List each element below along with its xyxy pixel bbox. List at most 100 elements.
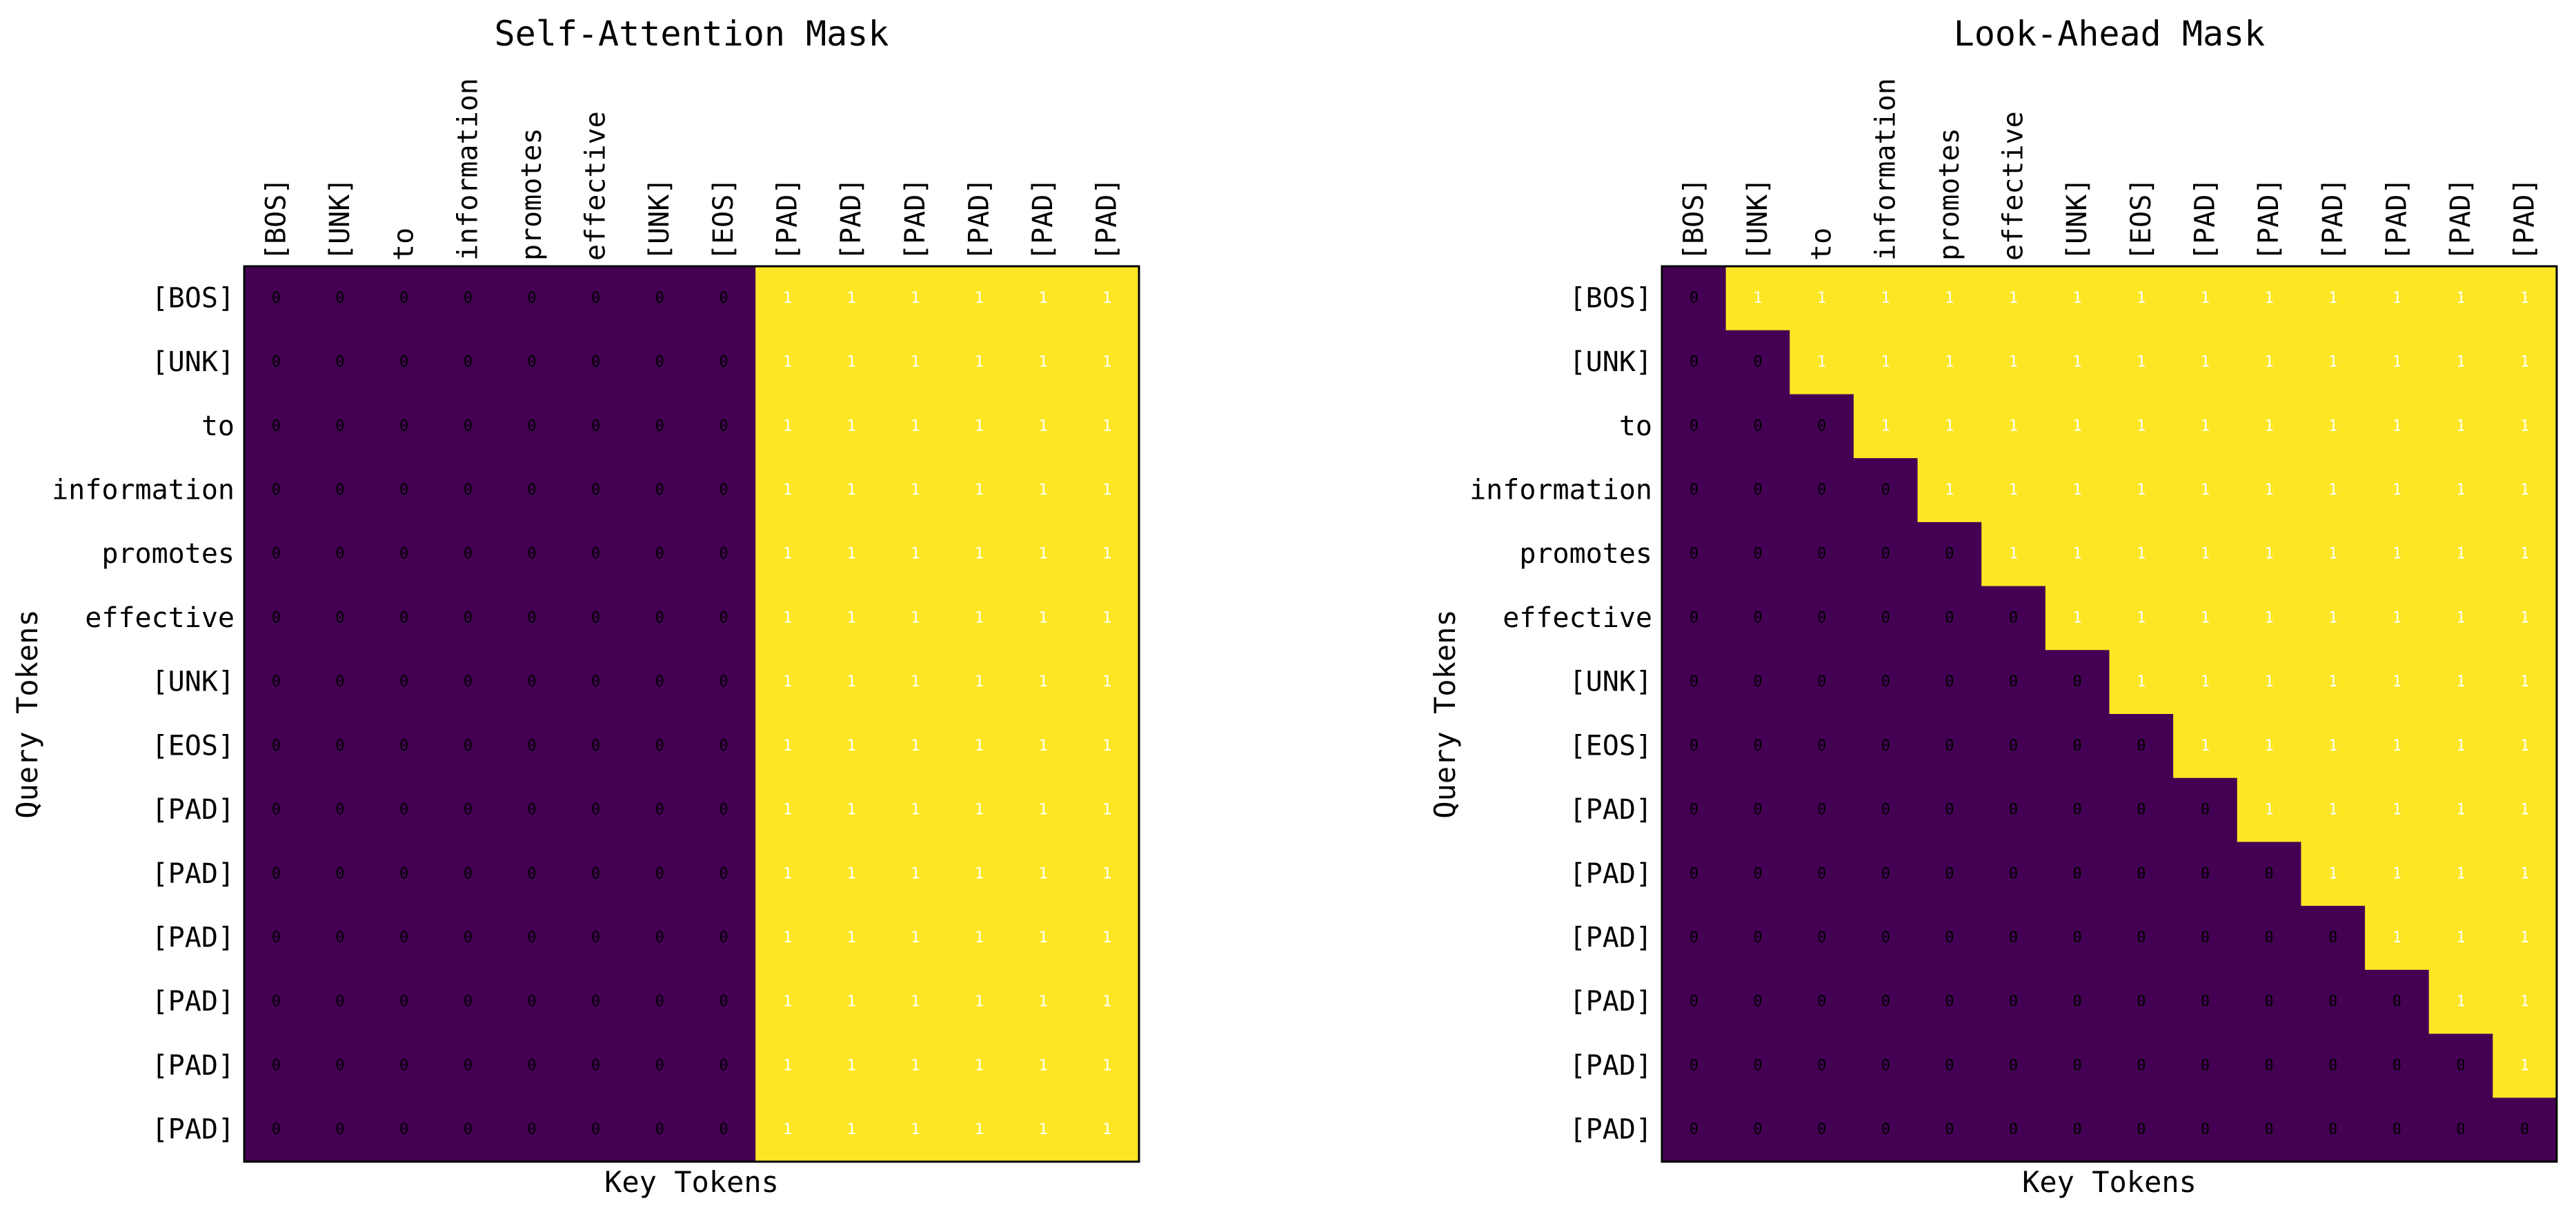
cell-value-label: 0 (719, 993, 728, 1011)
heatmap-cell (1075, 586, 1140, 651)
heatmap-cell (1853, 969, 1919, 1035)
heatmap-cell (2428, 969, 2493, 1035)
cell-value-label: 1 (2328, 417, 2337, 435)
x-tick-label: [PAD] (963, 178, 995, 261)
heatmap-cell (2428, 586, 2493, 651)
cell-value-label: 1 (911, 354, 920, 371)
heatmap-cell (2109, 458, 2174, 523)
cell-value-label: 0 (2264, 993, 2273, 1011)
heatmap-cell (499, 650, 564, 715)
cell-value-label: 1 (975, 802, 984, 819)
cell-value-label: 0 (719, 1057, 728, 1074)
heatmap-cell (1853, 1098, 1919, 1162)
cell-value-label: 1 (2073, 290, 2082, 307)
cell-value-label: 1 (1881, 417, 1890, 435)
cell-value-label: 0 (1690, 354, 1698, 371)
heatmap-cell (755, 969, 820, 1035)
heatmap-cell (1917, 522, 1982, 587)
heatmap-cell (2301, 650, 2366, 715)
cell-value-label: 1 (783, 482, 792, 499)
heatmap-cell (2301, 266, 2366, 331)
cell-value-label: 1 (1038, 354, 1047, 371)
y-tick-label: [PAD] (152, 986, 235, 1018)
heatmap-cell (2173, 777, 2238, 843)
cell-value-label: 0 (464, 993, 473, 1011)
heatmap-cell (2173, 906, 2238, 971)
cell-value-label: 0 (2009, 929, 2018, 946)
heatmap-cell (244, 330, 309, 395)
cell-value-label: 1 (846, 546, 855, 563)
cell-value-label: 1 (911, 673, 920, 691)
cell-value-label: 0 (2137, 865, 2146, 882)
cell-value-label: 0 (464, 1057, 473, 1074)
heatmap-cell (691, 1033, 756, 1098)
heatmap-cell (1853, 777, 1919, 843)
cell-value-label: 0 (464, 354, 473, 371)
heatmap-cell (308, 650, 373, 715)
x-tick-labels: [BOS] [UNK] to information promotes effective… (1678, 78, 2540, 261)
cell-value-label: 1 (2264, 482, 2273, 499)
heatmap-cell (1662, 330, 1727, 395)
cell-value-label: 0 (1753, 929, 1762, 946)
heatmap-cell (2365, 906, 2430, 971)
y-tick-label: [BOS] (152, 282, 235, 314)
heatmap-cell (2428, 1098, 2493, 1162)
heatmap-cell (1981, 969, 2046, 1035)
cell-value-label: 0 (2073, 802, 2082, 819)
heatmap-cell (372, 330, 437, 395)
heatmap-cell (244, 777, 309, 843)
cell-value-label: 0 (335, 929, 344, 946)
cell-value-label: 0 (399, 865, 408, 882)
heatmap-cell (819, 777, 884, 843)
heatmap-cell (435, 330, 501, 395)
heatmap-cell (2237, 394, 2302, 459)
heatmap-cell (947, 650, 1012, 715)
cell-value-label: 0 (591, 290, 600, 307)
cell-value-label: 1 (975, 1121, 984, 1138)
heatmap-cell (2109, 969, 2174, 1035)
cell-value-label: 1 (2456, 417, 2465, 435)
heatmap-cell (2109, 1098, 2174, 1162)
heatmap-cell (1917, 714, 1982, 779)
cell-value-label: 1 (2328, 673, 2337, 691)
cell-value-label: 0 (2520, 1121, 2529, 1138)
cell-value-label: 0 (1945, 546, 1954, 563)
heatmap-cell (627, 1098, 693, 1162)
heatmap-cell (2365, 266, 2430, 331)
heatmap-cell (2493, 394, 2557, 459)
cell-value-label: 1 (2073, 354, 2082, 371)
heatmap-cell (2109, 330, 2174, 395)
cell-value-label: 0 (2137, 1057, 2146, 1074)
heatmap-cell (691, 714, 756, 779)
heatmap-cell (1725, 458, 1790, 523)
cell-value-label: 1 (975, 482, 984, 499)
heatmap-cell (499, 266, 564, 331)
cell-value-label: 1 (783, 609, 792, 626)
heatmap-cell (1981, 586, 2046, 651)
heatmap-cell (2365, 1033, 2430, 1098)
heatmap-cell (947, 394, 1012, 459)
cell-value-label: 1 (1038, 1057, 1047, 1074)
cell-value-label: 0 (2328, 993, 2337, 1011)
heatmap-cell (372, 777, 437, 843)
cell-value-label: 0 (2264, 1121, 2273, 1138)
cell-value-label: 0 (2456, 1057, 2465, 1074)
cell-value-label: 0 (1690, 802, 1698, 819)
cell-value-label: 1 (2264, 609, 2273, 626)
heatmap-cell (1981, 522, 2046, 587)
heatmap-cell (1075, 522, 1140, 587)
cell-value-label: 1 (1038, 417, 1047, 435)
cell-value-label: 1 (2264, 354, 2273, 371)
x-tick-label: [PAD] (835, 178, 867, 261)
cell-value-label: 0 (2009, 802, 2018, 819)
cell-value-label: 0 (2009, 993, 2018, 1011)
cell-value-label: 0 (2073, 673, 2082, 691)
cell-value-label: 0 (2137, 929, 2146, 946)
cell-value-label: 1 (2264, 802, 2273, 819)
y-tick-label: [PAD] (1569, 1050, 1652, 1082)
heatmap-cell (691, 458, 756, 523)
cell-value-label: 0 (655, 482, 664, 499)
cell-value-label: 1 (846, 929, 855, 946)
heatmap-cell (499, 969, 564, 1035)
heatmap-cell (2109, 842, 2174, 906)
